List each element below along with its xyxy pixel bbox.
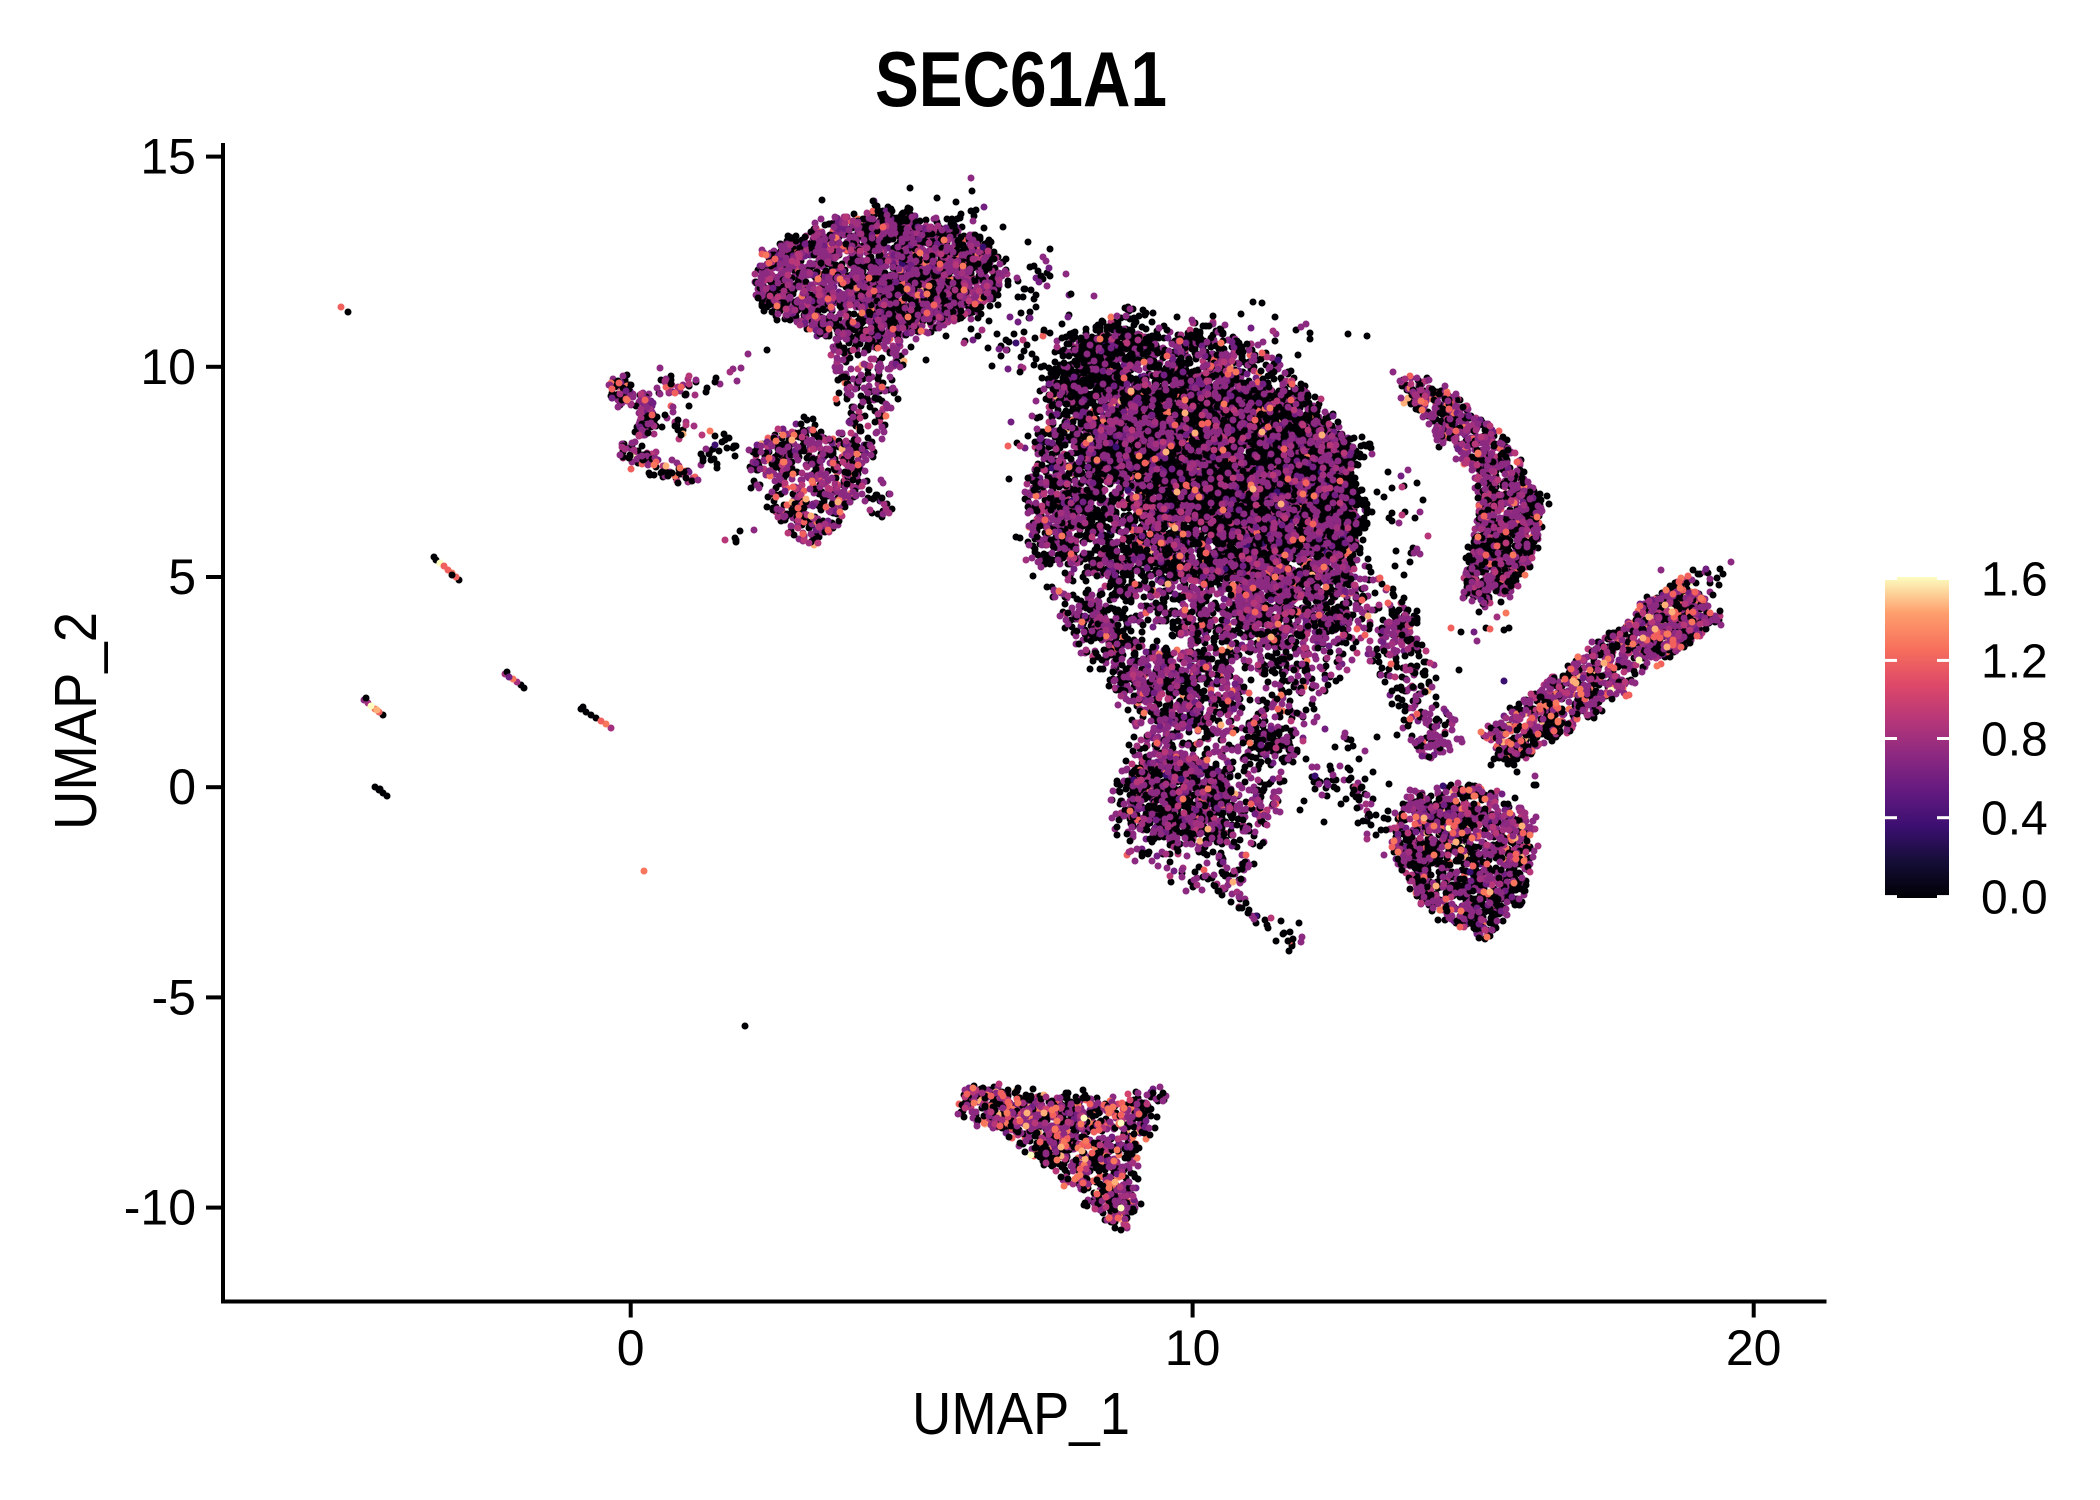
svg-text:-5: -5: [152, 969, 196, 1025]
svg-text:0: 0: [617, 1320, 645, 1376]
svg-text:20: 20: [1726, 1320, 1782, 1376]
svg-text:0: 0: [168, 759, 196, 815]
svg-text:SEC61A1: SEC61A1: [875, 35, 1167, 123]
svg-text:15: 15: [140, 129, 196, 185]
svg-text:0.8: 0.8: [1981, 714, 2048, 767]
svg-text:1.2: 1.2: [1981, 635, 2048, 688]
svg-text:-10: -10: [124, 1180, 196, 1236]
svg-text:UMAP_1: UMAP_1: [912, 1381, 1130, 1447]
svg-text:0.4: 0.4: [1981, 793, 2048, 846]
svg-text:0.0: 0.0: [1981, 872, 2048, 925]
svg-text:10: 10: [140, 339, 196, 395]
svg-text:1.6: 1.6: [1981, 554, 2048, 607]
svg-text:5: 5: [168, 549, 196, 605]
svg-text:UMAP_2: UMAP_2: [43, 612, 109, 830]
svg-text:10: 10: [1165, 1320, 1221, 1376]
